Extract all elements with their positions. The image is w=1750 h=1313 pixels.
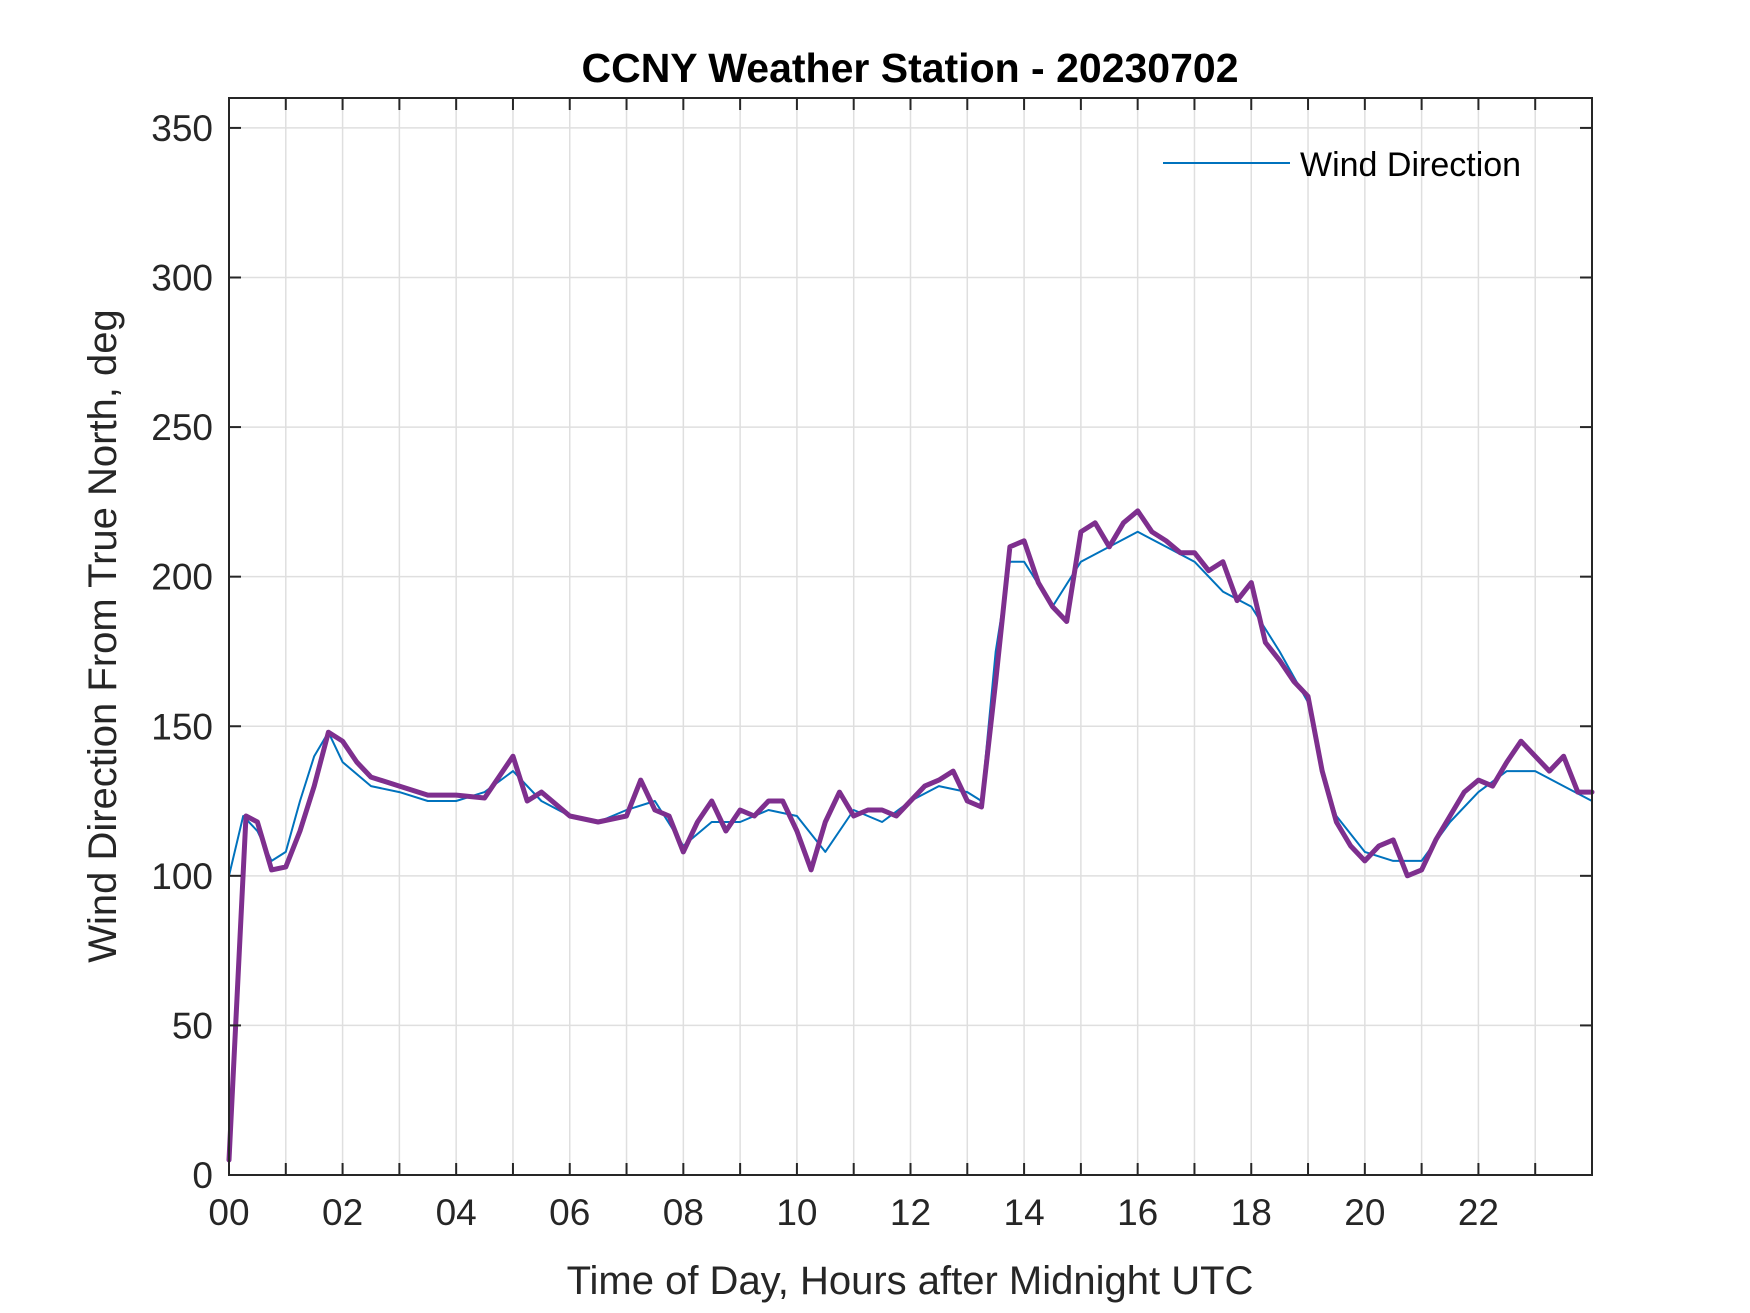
y-axis-label: Wind Direction From True North, deg: [81, 309, 125, 963]
x-tick-label: 12: [890, 1192, 931, 1233]
x-tick-label: 08: [663, 1192, 704, 1233]
x-tick-label: 22: [1458, 1192, 1499, 1233]
grid: [229, 98, 1592, 1175]
legend: Wind Direction: [1163, 146, 1521, 184]
y-tick-label: 50: [172, 1005, 213, 1046]
y-tick-label: 0: [192, 1155, 213, 1196]
x-tick-label: 04: [436, 1192, 477, 1233]
x-tick-label: 10: [776, 1192, 817, 1233]
y-tick-label: 350: [151, 108, 213, 149]
x-tick-label: 20: [1344, 1192, 1385, 1233]
x-tick-label: 02: [322, 1192, 363, 1233]
x-tick-label: 18: [1231, 1192, 1272, 1233]
chart-title: CCNY Weather Station - 20230702: [581, 45, 1238, 91]
y-tick-labels: 0 50 100 150 200 250 300 350: [151, 108, 213, 1196]
ticks: [228, 98, 1593, 1176]
x-tick-label: 00: [208, 1192, 249, 1233]
y-tick-label: 150: [151, 706, 213, 747]
y-tick-label: 100: [151, 856, 213, 897]
y-tick-label: 300: [151, 258, 213, 299]
legend-label-wind-direction: Wind Direction: [1300, 146, 1521, 184]
x-tick-label: 06: [549, 1192, 590, 1233]
x-tick-label: 14: [1004, 1192, 1045, 1233]
y-tick-label: 200: [151, 557, 213, 598]
series-line-moving-average: [226, 508, 1595, 1163]
x-axis-label: Time of Day, Hours after Midnight UTC: [567, 1259, 1254, 1303]
y-tick-label: 250: [151, 407, 213, 448]
x-tick-label: 16: [1117, 1192, 1158, 1233]
x-tick-labels: 00 02 04 06 08 10 12 14 16 18 20 22: [208, 1192, 1499, 1233]
series-group: [226, 508, 1595, 1163]
